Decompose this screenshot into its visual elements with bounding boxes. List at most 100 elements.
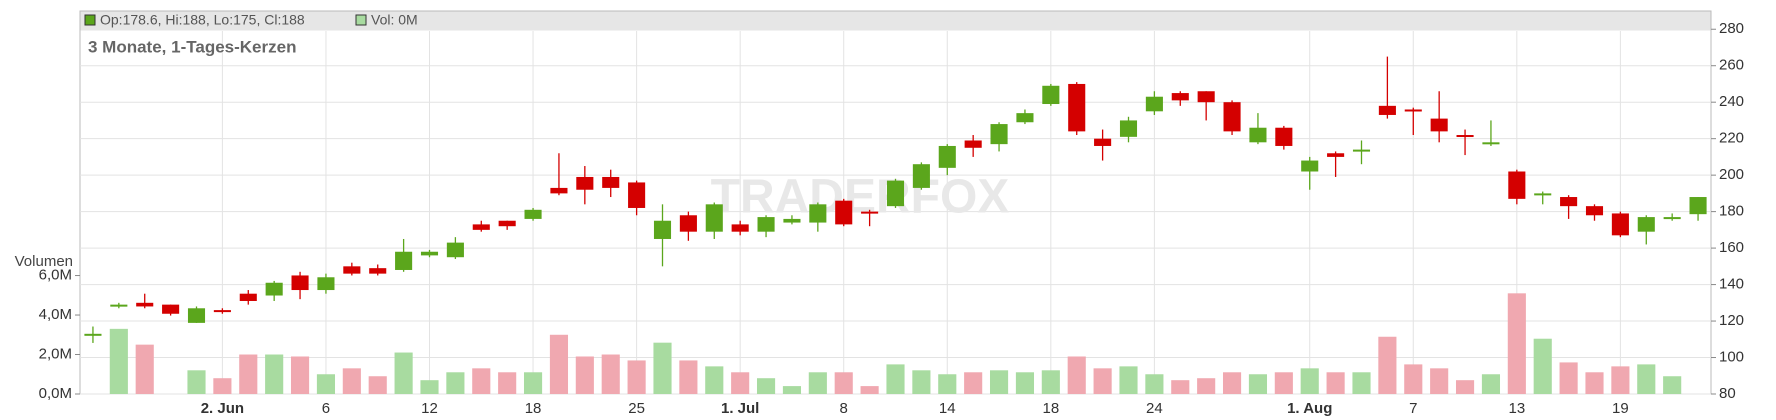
chart-title: 3 Monate, 1-Tages-Kerzen	[88, 37, 296, 56]
volume-bar	[989, 370, 1009, 394]
volume-bar	[1274, 372, 1293, 394]
volume-bar	[1663, 376, 1682, 394]
y-tick-label: 280	[1719, 20, 1744, 37]
y-tick-label: 240	[1719, 93, 1744, 110]
x-tick-label: 13	[1508, 400, 1525, 417]
candle-body	[498, 220, 516, 227]
x-tick-label: 7	[1409, 400, 1417, 417]
volume-bar	[1507, 293, 1526, 394]
candle-body	[990, 124, 1008, 145]
candle-body	[1482, 142, 1500, 145]
volume-bar	[1352, 372, 1371, 394]
volume-axis-title: Volumen	[15, 253, 73, 270]
volume-bar	[368, 376, 387, 394]
volume-bar	[1171, 380, 1190, 394]
candle-body	[886, 180, 905, 207]
candle-body	[809, 204, 827, 223]
candle-body	[1663, 217, 1681, 220]
candle-body	[628, 182, 646, 208]
volume-bar	[1404, 364, 1423, 394]
volume-bar	[679, 360, 698, 394]
candle-body	[1223, 102, 1241, 132]
candle-body	[1042, 85, 1060, 105]
legend-swatch	[84, 14, 96, 26]
volume-bar	[1585, 372, 1604, 394]
candle-body	[472, 224, 490, 230]
candle-body	[291, 275, 309, 291]
candle-body	[576, 176, 594, 190]
volume-bar	[1637, 364, 1656, 394]
candle-body	[1560, 197, 1578, 207]
candle-body	[912, 164, 930, 188]
volume-bar	[1015, 372, 1035, 394]
volume-bar	[705, 366, 724, 394]
candle-body	[1327, 153, 1345, 157]
x-tick-label: 1. Aug	[1287, 400, 1332, 417]
volume-bar	[549, 334, 569, 394]
volume-bar	[213, 378, 232, 394]
candle-body	[84, 333, 102, 336]
legend-bar	[80, 11, 1711, 31]
volume-bar	[342, 368, 361, 394]
candle-body	[395, 251, 413, 270]
candle-body	[550, 187, 568, 194]
candle-body	[317, 277, 335, 291]
candle-body	[731, 224, 749, 232]
y-tick-label: 140	[1719, 276, 1744, 293]
candle-body	[1016, 113, 1034, 123]
volume-bar	[575, 356, 594, 394]
x-tick-label: 19	[1612, 400, 1629, 417]
candle-body	[783, 218, 801, 223]
candle-body	[1249, 127, 1267, 143]
volume-bar	[420, 380, 439, 394]
candle-body	[187, 308, 206, 323]
candle-body	[1456, 135, 1474, 138]
x-tick-label: 18	[1042, 400, 1059, 417]
volume-bar	[1378, 336, 1397, 394]
candle-body	[1585, 206, 1604, 216]
volume-bar	[1145, 374, 1164, 394]
volume-bar	[1611, 366, 1630, 394]
volume-bar	[886, 364, 905, 394]
candle-body	[1094, 138, 1112, 146]
candle-body	[1301, 160, 1319, 172]
candle-body	[602, 176, 620, 188]
candle-body	[1534, 193, 1552, 196]
candle-body	[136, 302, 154, 307]
volume-bar	[394, 352, 413, 394]
y2-tick-label: 4,0M	[39, 306, 72, 323]
volume-bar	[316, 374, 336, 394]
x-tick-label: 2. Jun	[201, 400, 244, 417]
volume-bar	[731, 372, 750, 394]
y-tick-label: 120	[1719, 312, 1744, 329]
volume-bar	[601, 354, 620, 394]
volume-bar	[187, 370, 206, 394]
candle-body	[343, 266, 361, 274]
volume-bar	[446, 372, 465, 394]
volume-bar	[239, 354, 258, 394]
volume-bar	[1248, 374, 1268, 394]
candle-body	[1637, 217, 1655, 232]
y2-tick-label: 6,0M	[39, 267, 72, 284]
candle-body	[369, 268, 387, 274]
candle-body	[1119, 120, 1138, 137]
volume-bar	[1481, 374, 1501, 394]
candle-body	[1068, 83, 1086, 132]
candle-body	[964, 140, 982, 148]
volume-bar	[472, 368, 491, 394]
volume-bar	[1119, 366, 1138, 394]
candle-body	[420, 251, 439, 256]
candle-body	[162, 304, 180, 314]
candle-body	[938, 145, 956, 168]
x-tick-label: 12	[421, 400, 438, 417]
volume-bar	[653, 342, 672, 394]
candle-body	[239, 293, 257, 301]
candle-body	[679, 215, 697, 232]
y-tick-label: 160	[1719, 239, 1744, 256]
volume-bar	[109, 328, 128, 394]
x-tick-label: 18	[525, 400, 542, 417]
y-tick-label: 200	[1719, 166, 1744, 183]
legend-swatch	[355, 14, 367, 26]
volume-bar	[265, 354, 284, 394]
legend-volume: Vol: 0M	[371, 12, 418, 28]
